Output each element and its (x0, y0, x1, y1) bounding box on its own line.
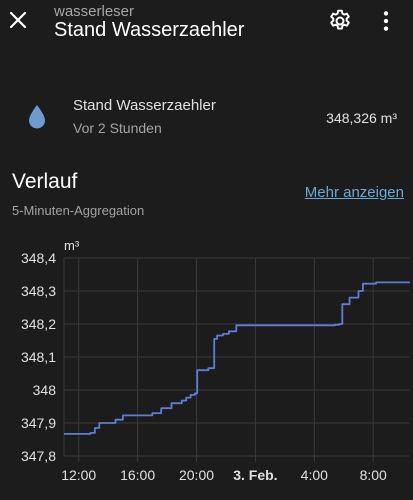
y-tick-label: 348,1 (21, 349, 56, 365)
x-tick-label: 12:00 (61, 467, 96, 483)
page-title: Stand Wasserzaehler (54, 19, 245, 41)
close-icon[interactable] (6, 8, 30, 32)
y-axis-unit: m³ (64, 238, 80, 253)
series-line (64, 281, 410, 435)
more-vert-icon[interactable] (373, 8, 399, 34)
gear-icon[interactable] (327, 8, 353, 34)
x-tick-label: 16:00 (120, 467, 155, 483)
water-drop-icon (29, 105, 45, 129)
history-title: Verlauf (12, 170, 78, 193)
history-subtitle: 5-Minuten-Aggregation (12, 203, 145, 218)
app-header: wasserleser Stand Wasserzaehler (0, 0, 413, 56)
history-chart[interactable]: 348,4 348,3 348,2 348,1 348 347,9 347,8 12:00 1… (0, 230, 413, 500)
y-tick-label: 348 (33, 382, 57, 398)
y-tick-label: 348,3 (21, 283, 56, 299)
y-tick-label: 347,9 (21, 415, 56, 431)
x-tick-label: 20:00 (179, 467, 214, 483)
y-tick-label: 347,8 (21, 448, 56, 464)
entity-row[interactable]: Stand Wasserzaehler Vor 2 Stunden 348,32… (0, 88, 413, 148)
header-subtitle: wasserleser (54, 3, 135, 20)
entity-name: Stand Wasserzaehler (73, 97, 216, 114)
y-tick-label: 348,2 (21, 316, 56, 332)
entity-state: 348,326 m³ (326, 110, 397, 126)
y-tick-label: 348,4 (21, 250, 56, 266)
x-tick-label: 8:00 (360, 467, 387, 483)
entity-last-changed: Vor 2 Stunden (73, 120, 162, 136)
x-tick-label: 4:00 (301, 467, 328, 483)
show-more-link[interactable]: Mehr anzeigen (304, 184, 404, 201)
x-tick-label: 3. Feb. (233, 467, 277, 483)
